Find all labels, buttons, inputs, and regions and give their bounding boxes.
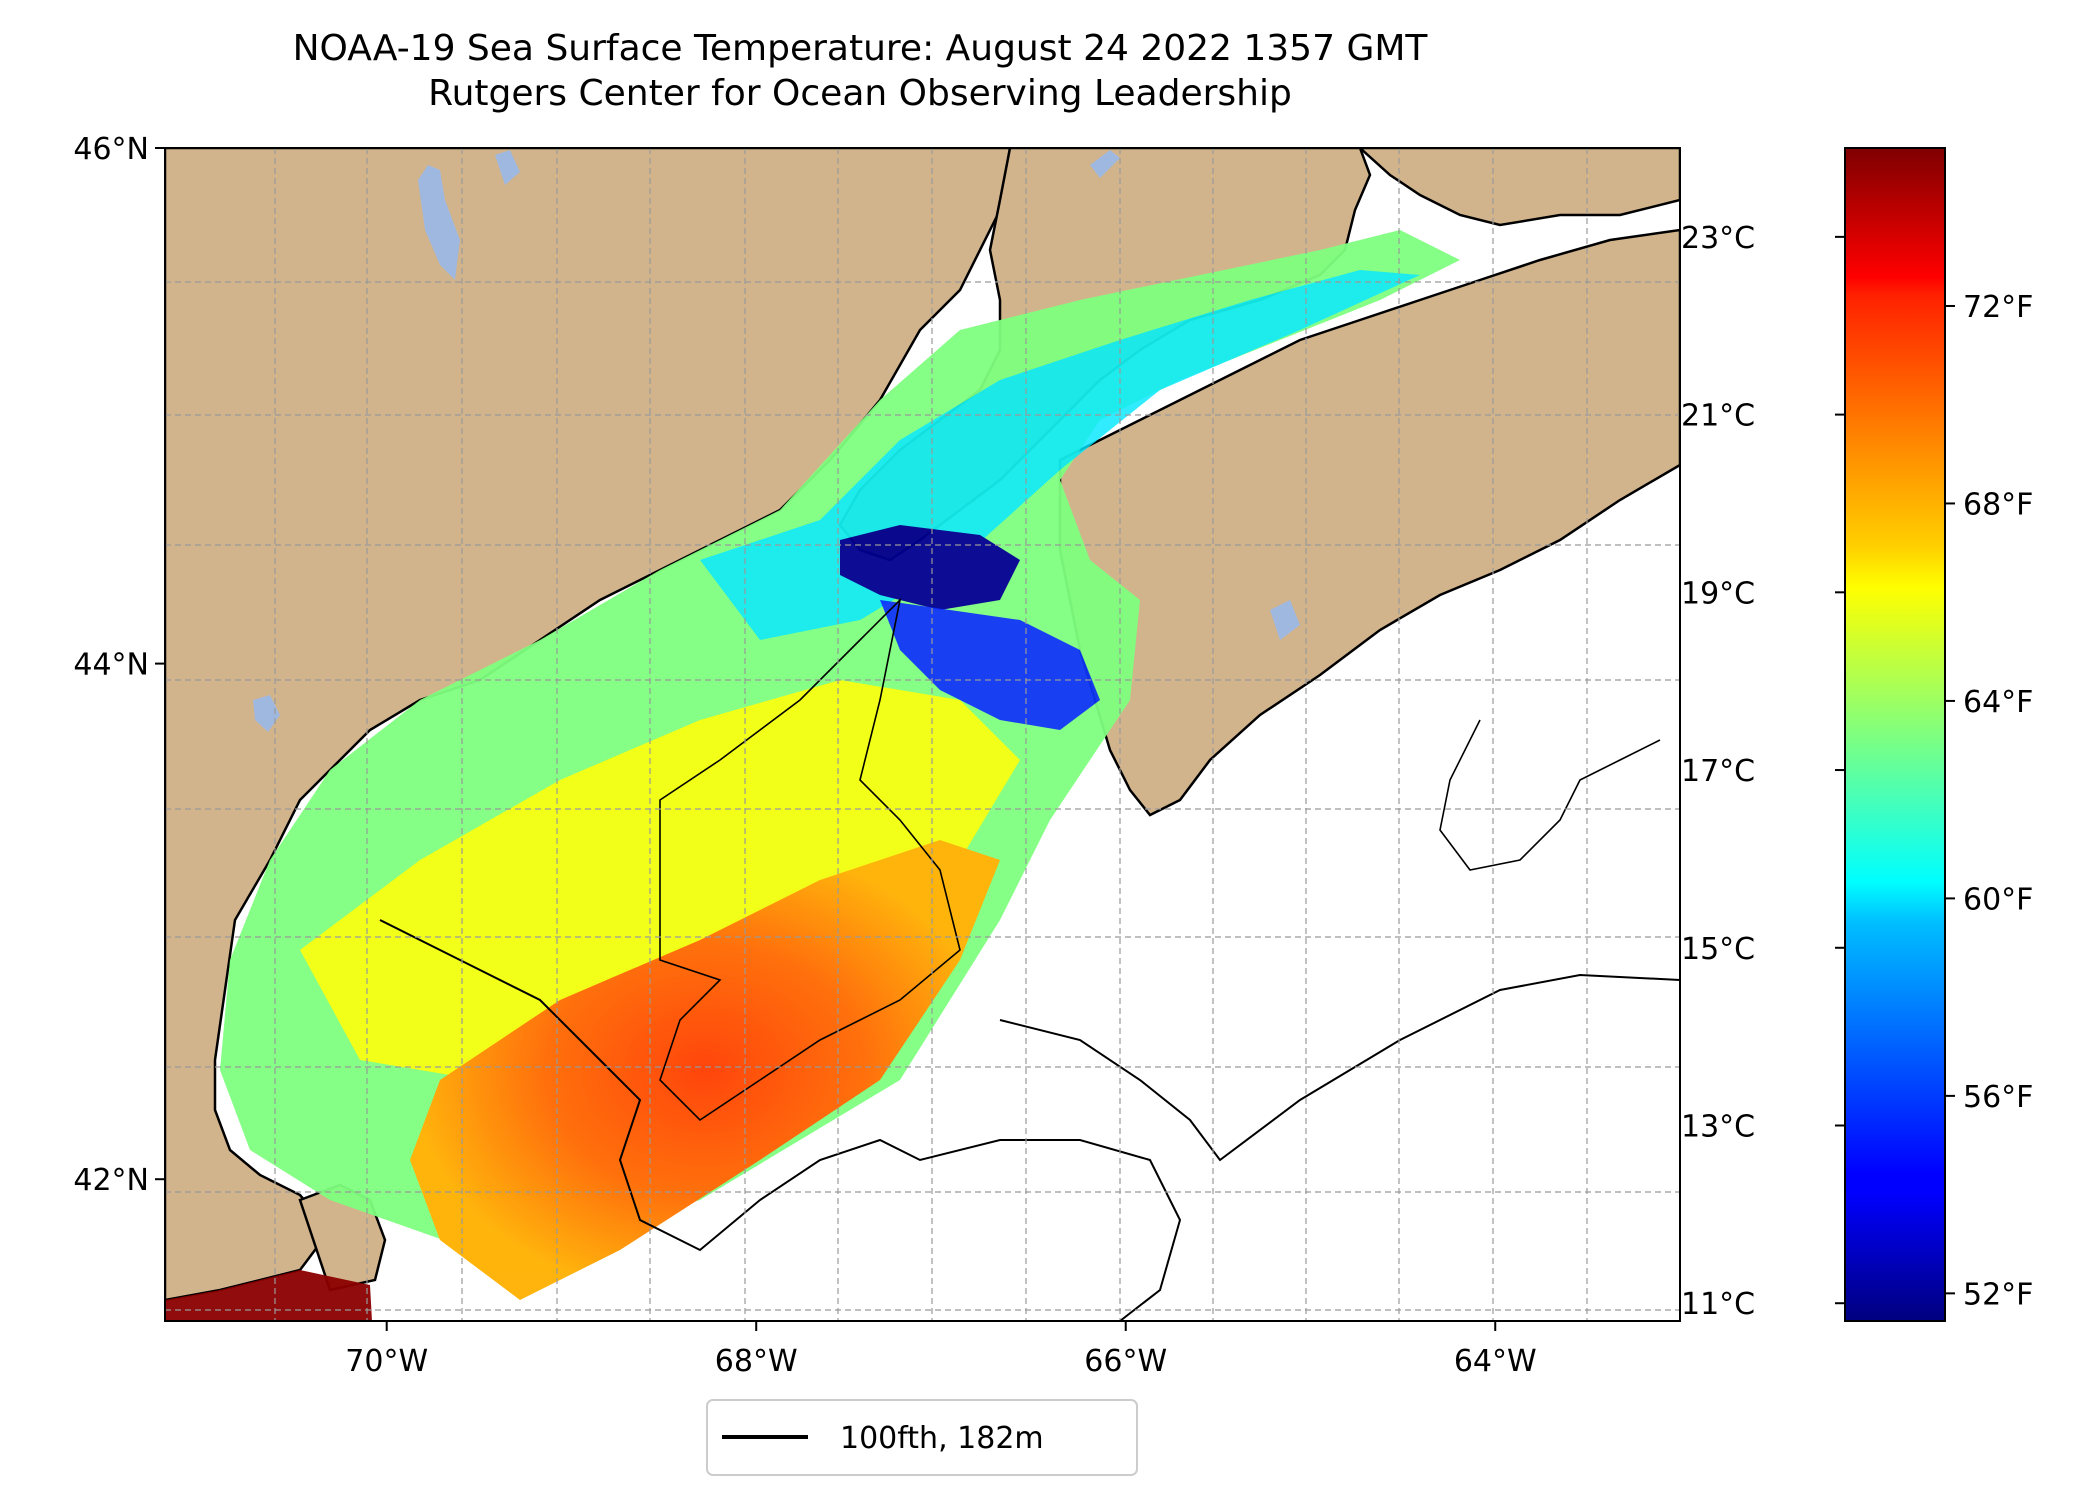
legend: 100fth, 182m	[706, 1399, 1138, 1476]
sst-cold-core	[840, 525, 1020, 610]
lake-small-3	[253, 695, 280, 732]
lon-tick-label: 70°W	[345, 1344, 428, 1379]
colorbar-fahrenheit-label: 68°F	[1963, 487, 2033, 522]
colorbar-celsius-label: 13°C	[1681, 1110, 1755, 1145]
lon-tick-label: 66°W	[1084, 1344, 1167, 1379]
sst-hot-nantucket	[165, 1270, 372, 1321]
land-pei-cape-breton	[1358, 148, 1680, 227]
colorbar-celsius-axis: 11°C 13°C 15°C 17°C 19°C 21°C 23°C	[1681, 221, 1845, 1322]
contour-100fth-basin	[659, 597, 961, 1122]
lake-small-2	[1090, 150, 1120, 178]
lat-tick-label: 44°N	[73, 648, 149, 683]
latitude-axis: 42°N 44°N 46°N	[73, 132, 165, 1198]
lat-tick-label: 46°N	[73, 132, 149, 167]
contour-100fth-shelf	[999, 973, 1680, 1162]
title-line-1: NOAA-19 Sea Surface Temperature: August …	[292, 28, 1428, 69]
lake-small-4	[1270, 600, 1300, 640]
lon-tick-label: 64°W	[1454, 1344, 1537, 1379]
colorbar-fahrenheit-label: 56°F	[1963, 1080, 2033, 1115]
contour-100fth-ns	[1439, 719, 1661, 871]
lat-tick-label: 42°N	[73, 1163, 149, 1198]
colorbar-celsius-label: 15°C	[1681, 932, 1755, 967]
longitude-axis: 70°W 68°W 66°W 64°W	[345, 1321, 1537, 1379]
colorbar-celsius-label: 23°C	[1681, 221, 1755, 256]
colorbar-celsius-label: 17°C	[1681, 754, 1755, 789]
gridlines	[165, 148, 1680, 1321]
legend-box	[706, 1399, 1138, 1476]
map-content	[165, 148, 1680, 1321]
colorbar-gradient	[1844, 147, 1946, 1322]
colorbar-fahrenheit-label: 64°F	[1963, 685, 2033, 720]
colorbar-celsius-label: 21°C	[1681, 399, 1755, 434]
legend-label: 100fth, 182m	[840, 1421, 1044, 1456]
colorbar-celsius-label: 11°C	[1681, 1287, 1755, 1322]
sst-cold-blue	[880, 600, 1100, 730]
colorbar-fahrenheit-axis: 52°F 56°F 60°F 64°F 68°F 72°F	[1945, 290, 2033, 1312]
contour-100fth	[379, 919, 1182, 1321]
lake-small-1	[495, 150, 520, 185]
colorbar-fahrenheit-label: 60°F	[1963, 882, 2033, 917]
colorbar: 11°C 13°C 15°C 17°C 19°C 21°C 23°C 52°F 56°F 60°…	[1681, 147, 2033, 1322]
title-line-2: Rutgers Center for Ocean Observing Leade…	[428, 73, 1292, 114]
sst-field	[165, 230, 1460, 1321]
chart-title: NOAA-19 Sea Surface Temperature: August …	[120, 26, 1600, 116]
sst-warm-offshore	[410, 840, 1000, 1300]
colorbar-fahrenheit-label: 72°F	[1963, 290, 2033, 325]
lake-moosehead	[418, 165, 460, 280]
colorbar-fahrenheit-label: 52°F	[1963, 1277, 2033, 1312]
colorbar-celsius-label: 19°C	[1681, 576, 1755, 611]
lon-tick-label: 68°W	[715, 1344, 798, 1379]
